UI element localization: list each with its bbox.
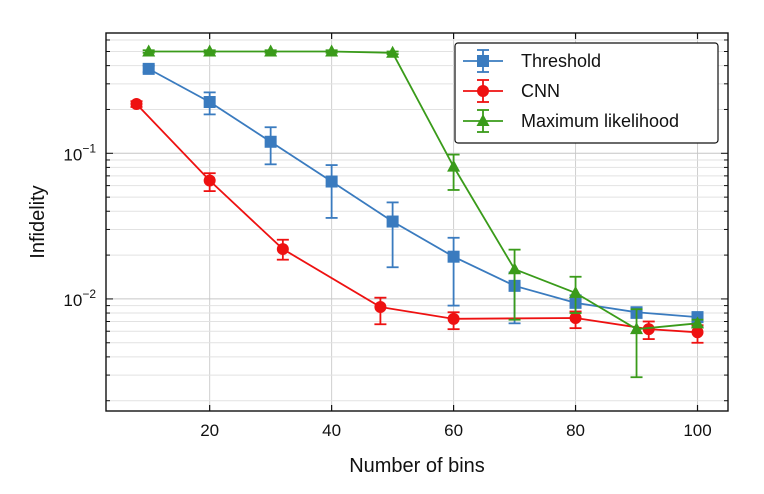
x-axis-label: Number of bins	[349, 455, 485, 477]
legend-label: Maximum likelihood	[521, 111, 679, 131]
legend-entry: Maximum likelihood	[463, 109, 679, 133]
data-point	[264, 135, 277, 148]
plot-frame	[105, 32, 729, 412]
series-line	[148, 68, 698, 319]
data-point	[203, 96, 216, 109]
legend-entry: CNN	[463, 79, 560, 103]
series-line	[148, 50, 698, 331]
series-layer	[130, 44, 705, 379]
data-point	[264, 44, 278, 57]
data-point	[325, 44, 339, 57]
y-axis-label: Infidelity	[27, 185, 49, 258]
y-tick-label: 10−2	[63, 287, 96, 310]
x-tick-label: 20	[200, 421, 219, 440]
legend-label: CNN	[521, 81, 560, 101]
data-point	[203, 174, 216, 187]
data-point	[691, 326, 704, 339]
legend-entry: Threshold	[463, 49, 601, 73]
legend-marker	[477, 55, 489, 67]
data-point	[386, 215, 399, 228]
data-point	[691, 316, 705, 329]
x-tick-label: 40	[322, 421, 341, 440]
data-point	[325, 175, 338, 188]
data-point	[447, 159, 461, 172]
x-tick-label: 100	[683, 421, 711, 440]
x-tick-label: 60	[444, 421, 463, 440]
data-point	[142, 44, 156, 57]
data-point	[203, 44, 217, 57]
data-point	[386, 45, 400, 58]
x-tick-label: 80	[566, 421, 585, 440]
legend-label: Threshold	[521, 51, 601, 71]
data-point	[374, 301, 387, 314]
axes: 20 40 60 80 100 10−1 10−2	[63, 33, 728, 440]
data-point	[569, 285, 583, 298]
legend-marker	[476, 114, 490, 126]
data-point	[642, 323, 655, 336]
legend-marker	[477, 85, 489, 97]
legend: Threshold CNN Maximum likelihood	[454, 42, 719, 144]
data-point	[142, 62, 155, 75]
data-point	[508, 262, 522, 275]
y-tick-label: 10−1	[63, 141, 96, 164]
data-point	[447, 250, 460, 263]
data-point	[276, 243, 289, 256]
data-point	[130, 98, 143, 111]
data-point	[569, 311, 582, 324]
data-point	[630, 322, 644, 335]
data-point	[447, 312, 460, 325]
series-maximum-likelihood	[142, 44, 705, 379]
grid	[106, 33, 728, 411]
legend-box	[454, 42, 719, 144]
